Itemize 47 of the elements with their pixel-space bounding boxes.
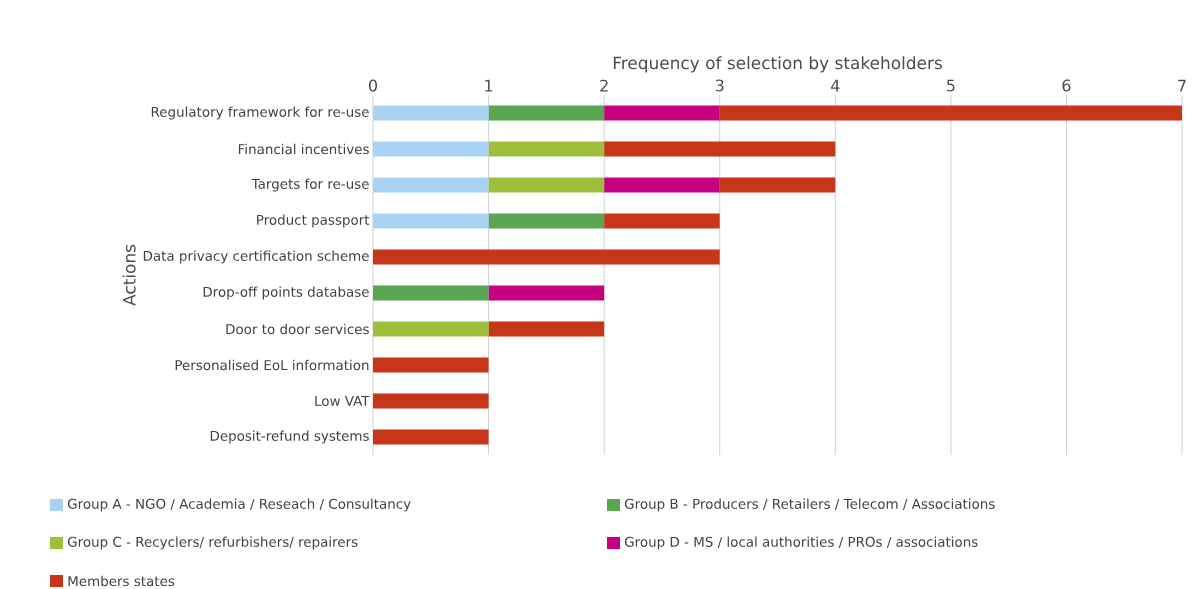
legend-label: Members states: [68, 575, 175, 587]
y-tick-label: Data privacy certification scheme: [143, 250, 369, 264]
x-tick-label: 1: [485, 79, 493, 92]
bar: [373, 177, 489, 193]
bar: [373, 321, 489, 337]
bar: [373, 141, 489, 157]
legend-label: Group D - MS / local authorities / PROs / associations: [624, 536, 978, 550]
x-tick-label: 5: [947, 79, 955, 92]
bar: [604, 213, 720, 229]
x-tick-label: 4: [831, 79, 840, 92]
bar: [488, 285, 605, 301]
y-tick-label: Drop-off points database: [203, 286, 369, 300]
y-tick-label: Low VAT: [315, 396, 370, 406]
x-tick-label: 3: [715, 79, 724, 92]
bar: [488, 177, 605, 193]
y-axis-title: Actions: [122, 244, 136, 306]
y-tick-label: Product passport: [257, 214, 370, 228]
bar: [373, 285, 489, 301]
bar: [604, 105, 720, 121]
x-tick-label: 6: [1062, 79, 1071, 92]
bar: [604, 141, 836, 157]
bar: [488, 141, 605, 157]
bar: [488, 321, 605, 337]
y-tick-label: Door to door services: [226, 323, 369, 335]
bar: [373, 249, 720, 265]
y-tick-label: Financial incentives: [238, 143, 369, 155]
y-tick-label: Targets for re-use: [251, 178, 369, 192]
x-tick-label: 2: [600, 79, 608, 92]
legend-label: Group B - Producers / Retailers / Telecom / Associations: [624, 498, 995, 512]
y-tick-label: Regulatory framework for re-use: [151, 106, 369, 120]
bar: [373, 357, 489, 373]
x-tick-label: 0: [368, 79, 378, 92]
bar: [373, 213, 489, 229]
bar: [719, 177, 836, 193]
y-tick-label: Deposit-refund systems: [210, 430, 369, 444]
bar: [373, 393, 489, 409]
legend-label: Group C - Recyclers/ refurbishers/ repairers: [67, 536, 358, 550]
bar: [488, 213, 605, 229]
bar: [719, 105, 1182, 121]
bar: [373, 429, 489, 445]
x-tick-label: 7: [1178, 79, 1186, 92]
x-axis-title: Frequency of selection by stakeholders: [613, 56, 942, 73]
bar: [373, 105, 489, 121]
legend-label: Group A - NGO / Academia / Reseach / Consultancy: [67, 498, 411, 512]
bar: [604, 177, 720, 193]
bar: [488, 105, 605, 121]
y-tick-label: Personalised EoL information: [175, 359, 369, 371]
